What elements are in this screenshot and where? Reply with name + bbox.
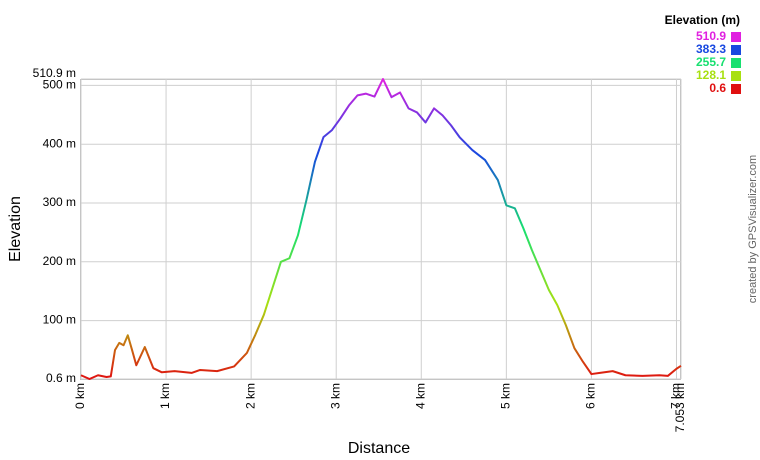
- x-tick-label: 4 km: [413, 383, 427, 409]
- x-tick-label: 0 km: [73, 383, 87, 409]
- legend-label: 510.9: [696, 29, 726, 43]
- legend-label: 383.3: [696, 42, 726, 56]
- y-axis-title: Elevation: [7, 196, 24, 262]
- legend-swatch: [731, 32, 741, 42]
- y-tick-label: 300 m: [43, 195, 76, 209]
- y-tick-label: 500 m: [43, 78, 76, 92]
- y-tick-label: 0.6 m: [46, 371, 76, 385]
- x-tick-label: 2 km: [243, 383, 257, 409]
- plot-border: [80, 79, 681, 380]
- legend-label: 0.6: [709, 81, 726, 95]
- legend-label: 128.1: [696, 68, 726, 82]
- legend-swatch: [731, 71, 741, 81]
- legend-title: Elevation (m): [665, 13, 740, 27]
- y-tick-label: 200 m: [43, 254, 76, 268]
- x-axis-title: Distance: [348, 440, 410, 457]
- x-tick-label: 7 km: [669, 383, 683, 409]
- x-tick-label: 1 km: [158, 383, 172, 409]
- y-tick-label: 400 m: [43, 136, 76, 150]
- legend-label: 255.7: [696, 55, 726, 69]
- legend-swatch: [731, 84, 741, 94]
- credit: created by GPSVisualizer.com: [747, 155, 759, 303]
- y-tick-label: 510.9 m: [33, 66, 76, 80]
- elevation-line: [80, 78, 682, 380]
- legend-swatch: [731, 58, 741, 68]
- legend-swatch: [731, 45, 741, 55]
- x-tick-label: 7.053 km: [673, 383, 687, 432]
- y-tick-label: 100 m: [43, 313, 76, 327]
- x-tick-label: 3 km: [328, 383, 342, 409]
- x-tick-label: 5 km: [499, 383, 513, 409]
- x-tick-label: 6 km: [584, 383, 598, 409]
